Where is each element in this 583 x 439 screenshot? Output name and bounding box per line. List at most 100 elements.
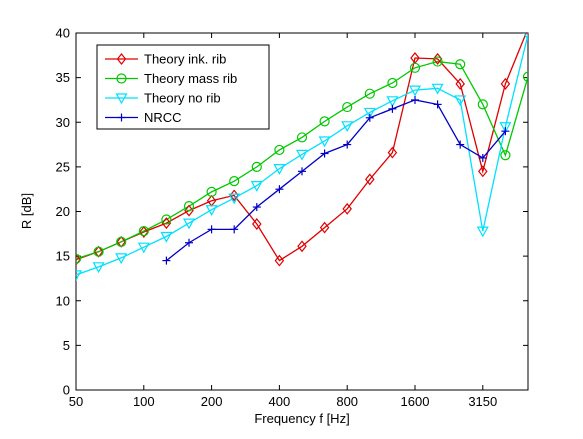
y-axis-label: R [dB] — [19, 193, 34, 229]
data-point-series-3 — [185, 238, 193, 247]
data-point-series-3 — [207, 225, 216, 234]
data-point-series-2 — [341, 121, 354, 133]
data-point-series-1 — [93, 246, 104, 257]
data-point-series-2 — [318, 136, 331, 148]
data-point-series-0 — [526, 33, 528, 35]
data-point-series-3 — [365, 113, 374, 122]
data-point-series-3 — [456, 140, 465, 149]
x-tick-label: 3150 — [468, 394, 497, 409]
data-point-series-3 — [275, 185, 284, 194]
data-point-series-1 — [251, 161, 262, 172]
data-point-series-0 — [319, 221, 330, 234]
data-point-series-2 — [76, 270, 83, 282]
data-point-series-1 — [387, 77, 398, 89]
x-axis-label: Frequency f [Hz] — [254, 411, 349, 426]
data-point-series-2 — [160, 231, 173, 243]
data-point-series-2 — [273, 164, 286, 175]
data-point-series-1 — [477, 99, 488, 110]
data-point-series-0 — [184, 204, 194, 217]
data-point-series-1 — [522, 71, 528, 82]
y-tick-label: 25 — [56, 159, 70, 174]
legend-marker — [115, 93, 128, 105]
y-tick-label: 5 — [63, 338, 70, 353]
data-point-series-0 — [387, 146, 398, 159]
legend-label: Theory no rib — [144, 91, 221, 106]
y-tick-label: 15 — [56, 249, 70, 264]
x-tick-label: 1600 — [401, 394, 430, 409]
data-point-series-3 — [411, 95, 419, 104]
data-point-series-2 — [431, 83, 444, 95]
data-point-series-1 — [455, 59, 466, 70]
data-point-series-3 — [343, 140, 352, 149]
x-tick-label: 50 — [69, 394, 83, 409]
data-point-series-2 — [182, 218, 196, 230]
legend: Theory ink. rib Theory mass rib Theory no … — [96, 44, 270, 130]
data-point-series-1 — [409, 62, 421, 73]
data-point-series-0 — [274, 254, 285, 267]
data-point-series-2 — [499, 122, 512, 133]
data-point-series-1 — [432, 56, 443, 67]
series-line-0 — [76, 33, 527, 262]
data-point-series-3 — [298, 167, 306, 176]
x-tick-label: 100 — [133, 394, 155, 409]
y-tick-label: 40 — [56, 26, 70, 41]
series-markers — [76, 33, 528, 282]
data-point-series-2 — [205, 205, 218, 216]
data-point-series-2 — [363, 107, 376, 119]
data-point-series-1 — [500, 150, 511, 161]
data-point-series-3 — [230, 225, 239, 234]
y-tick-label: 30 — [56, 115, 70, 130]
legend-marker — [116, 73, 127, 84]
data-point-series-1 — [274, 144, 285, 156]
legend-label: Theory mass rib — [144, 71, 237, 86]
data-point-series-2 — [137, 242, 150, 254]
data-point-series-1 — [138, 226, 149, 237]
data-point-series-2 — [295, 149, 309, 161]
data-point-series-1 — [206, 186, 217, 197]
y-tick-label: 0 — [63, 383, 70, 398]
data-point-series-0 — [455, 77, 465, 90]
data-point-series-0 — [161, 217, 172, 230]
data-point-series-0 — [478, 165, 488, 178]
data-point-series-0 — [500, 77, 511, 90]
data-point-series-2 — [386, 96, 399, 108]
data-point-series-3 — [320, 149, 329, 158]
data-point-series-2 — [523, 33, 528, 42]
axes: 0 5 10 15 20 25 30 35 40 50 100 200 400 800 1600 3150 — [56, 26, 528, 409]
data-point-series-3 — [433, 100, 442, 109]
x-tick-label: 200 — [201, 394, 223, 409]
data-point-series-3 — [388, 104, 397, 113]
data-point-series-1 — [364, 88, 375, 99]
data-point-series-3 — [478, 153, 487, 162]
data-point-series-1 — [319, 116, 330, 127]
data-point-series-0 — [252, 218, 262, 230]
data-point-series-2 — [250, 181, 263, 192]
data-point-series-2 — [454, 95, 467, 107]
data-point-series-2 — [408, 85, 422, 97]
data-point-series-3 — [162, 256, 171, 265]
y-tick-label: 35 — [56, 70, 70, 85]
data-point-series-2 — [115, 253, 128, 265]
y-tick-label: 10 — [56, 293, 70, 308]
data-point-series-1 — [342, 101, 353, 113]
data-point-series-1 — [161, 214, 172, 225]
data-point-series-1 — [296, 132, 308, 143]
data-point-series-0 — [342, 202, 352, 215]
data-point-series-3 — [252, 203, 261, 212]
legend-label: Theory ink. rib — [144, 52, 226, 67]
data-point-series-1 — [116, 236, 127, 247]
series-line-1 — [76, 60, 528, 260]
series-line-3 — [165, 99, 506, 262]
data-point-series-0 — [76, 253, 81, 266]
data-point-series-2 — [476, 226, 489, 238]
legend-label: NRCC — [144, 110, 182, 125]
data-point-series-2 — [228, 193, 241, 205]
data-point-series-2 — [92, 262, 105, 274]
legend-marker — [117, 113, 126, 122]
x-tick-label: 400 — [269, 394, 291, 409]
data-point-series-3 — [501, 127, 510, 136]
data-point-series-1 — [76, 253, 82, 264]
data-point-series-1 — [183, 201, 195, 212]
series-line-2 — [76, 34, 528, 276]
data-point-series-0 — [297, 240, 307, 253]
